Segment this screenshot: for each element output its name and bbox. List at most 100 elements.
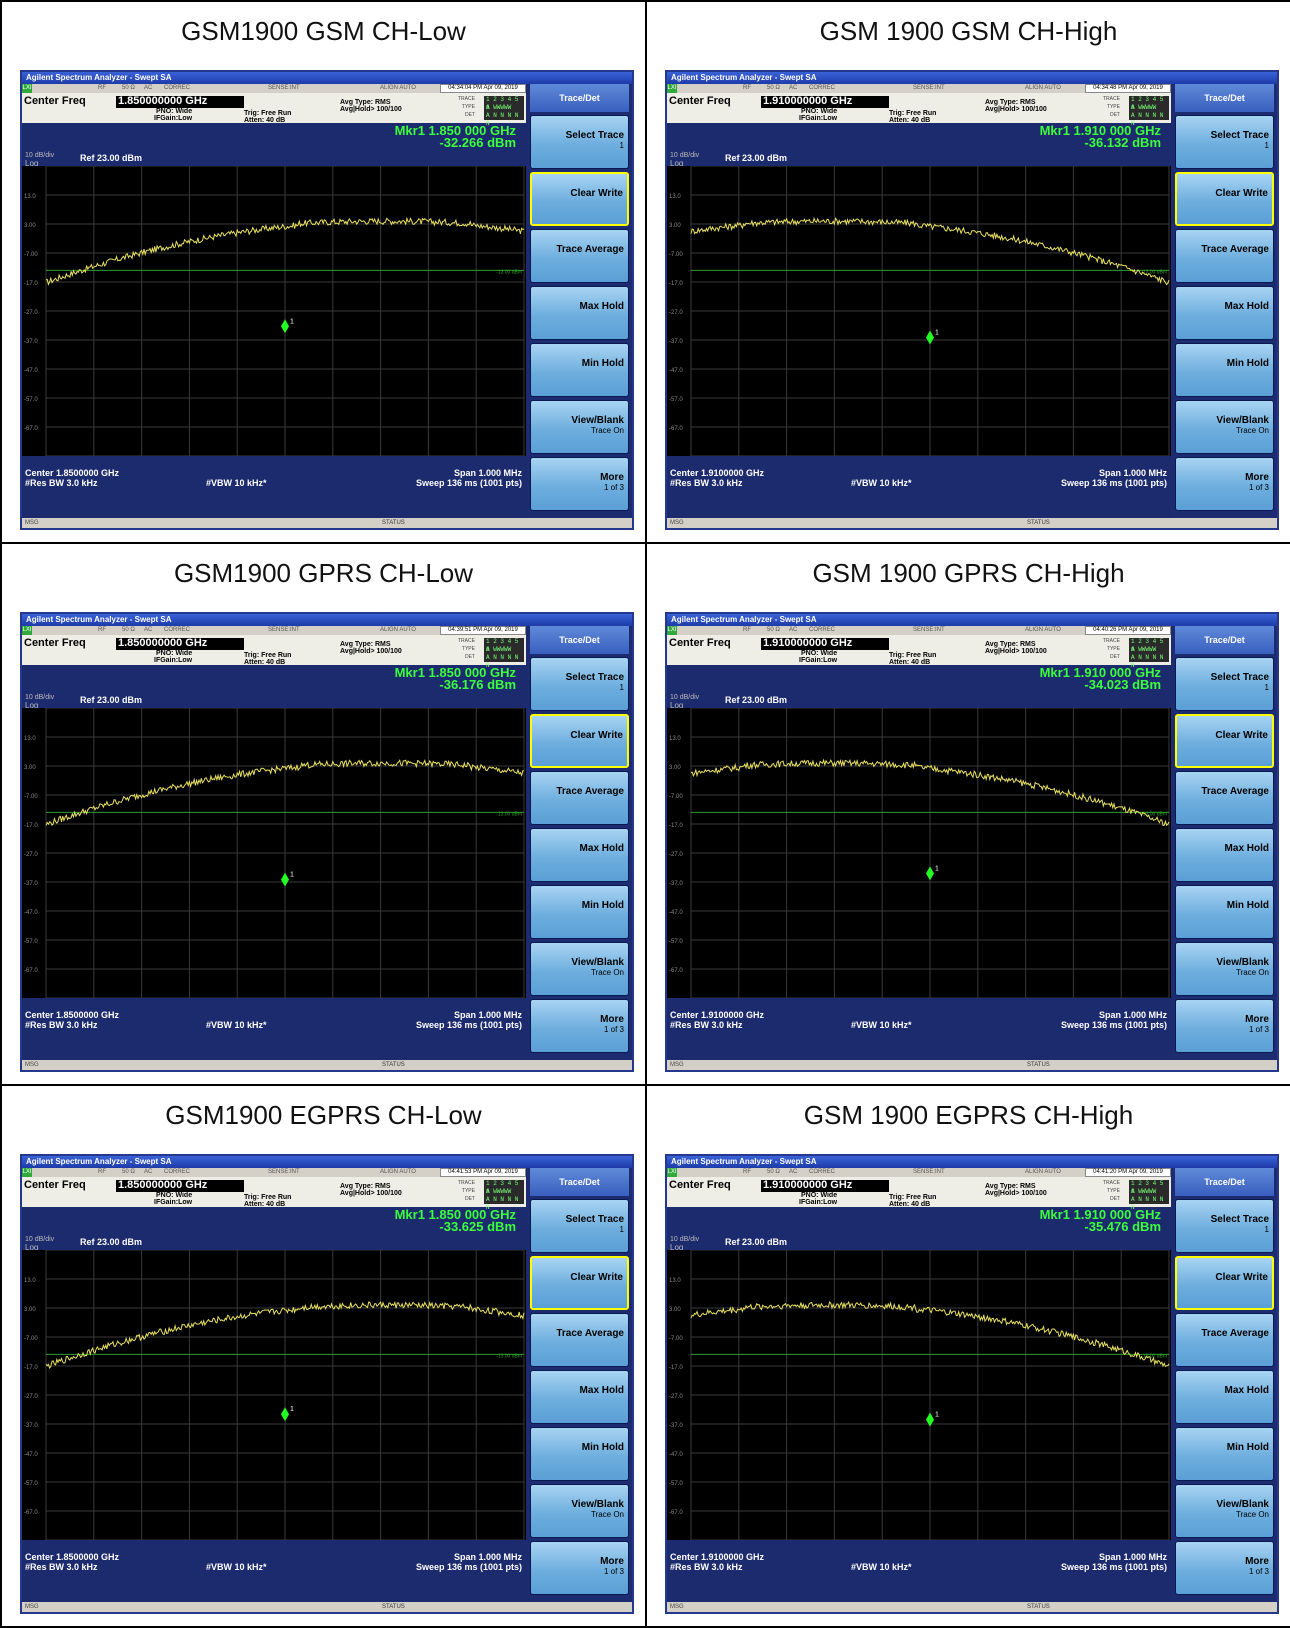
softkey-label: View/Blank xyxy=(1216,415,1269,426)
softkey-select-trace[interactable]: Select Trace 1 xyxy=(530,115,629,169)
marker-icon[interactable] xyxy=(926,866,934,881)
center-freq-value[interactable]: 1.850000000 GHz xyxy=(118,95,208,107)
softkey-trace-average[interactable]: Trace Average xyxy=(530,229,629,283)
softkey-clear-write[interactable]: Clear Write xyxy=(530,714,629,768)
softkey-max-hold[interactable]: Max Hold xyxy=(530,1370,629,1424)
softkey-trace-average[interactable]: Trace Average xyxy=(1175,771,1274,825)
vbw-label: #VBW 10 kHz* xyxy=(851,1020,912,1030)
spectrum-plot[interactable]: 13.0 3.00 -7.00 -17.0 -27.0 -37.0 -47.0 -57.0 -6… xyxy=(667,1250,1171,1540)
softkey-more[interactable]: More 1 of 3 xyxy=(530,999,629,1053)
status-label[interactable]: STATUS xyxy=(1027,1604,1050,1610)
marker-icon[interactable] xyxy=(926,330,934,345)
spectrum-plot[interactable]: 13.0 3.00 -7.00 -17.0 -27.0 -37.0 -47.0 -57.0 -6… xyxy=(22,1250,526,1540)
softkey-view-blank[interactable]: View/Blank Trace On xyxy=(530,942,629,996)
softkey-min-hold[interactable]: Min Hold xyxy=(530,343,629,397)
center-freq-value[interactable]: 1.910000000 GHz xyxy=(763,1179,853,1191)
marker-icon[interactable] xyxy=(926,1412,934,1427)
softkey-select-trace[interactable]: Select Trace 1 xyxy=(530,657,629,711)
softkey-view-blank[interactable]: View/Blank Trace On xyxy=(1175,400,1274,454)
vbw-label: #VBW 10 kHz* xyxy=(206,478,267,488)
softkey-more[interactable]: More 1 of 3 xyxy=(530,457,629,511)
status-label[interactable]: STATUS xyxy=(382,1604,405,1610)
softkey-clear-write[interactable]: Clear Write xyxy=(1175,714,1274,768)
softkey-clear-write[interactable]: Clear Write xyxy=(1175,1256,1274,1310)
spectrum-plot[interactable]: 13.0 3.00 -7.00 -17.0 -27.0 -37.0 -47.0 -57.0 -6… xyxy=(22,708,526,998)
spectrum-plot[interactable]: 13.0 3.00 -7.00 -17.0 -27.0 -37.0 -47.0 -57.0 -6… xyxy=(22,166,526,456)
center-freq-value[interactable]: 1.910000000 GHz xyxy=(763,637,853,649)
softkey-max-hold[interactable]: Max Hold xyxy=(1175,828,1274,882)
span-label: Span 1.000 MHz xyxy=(1098,1010,1167,1020)
y-tick-label: -7.00 xyxy=(24,794,38,800)
marker-icon[interactable] xyxy=(281,319,289,334)
status-label[interactable]: STATUS xyxy=(1027,520,1050,526)
status-label[interactable]: STATUS xyxy=(382,520,405,526)
marker-number: 1 xyxy=(290,872,294,879)
status-label[interactable]: STATUS xyxy=(382,1062,405,1068)
softkey-panel: Trace/Det Select Trace 1 Clear Write Trace … xyxy=(527,84,632,518)
spectrum-trace xyxy=(690,1300,1170,1368)
status-label[interactable]: STATUS xyxy=(1027,1062,1050,1068)
span-label: Span 1.000 MHz xyxy=(453,1010,522,1020)
softkey-sublabel: Trace On xyxy=(590,968,624,977)
center-freq-value[interactable]: 1.850000000 GHz xyxy=(118,1179,208,1191)
trace-indicator: 1 2 3 4 5 6 A WWWWW A N N N N N xyxy=(484,96,524,127)
trace-indicator-row: 1 2 3 4 5 6 xyxy=(486,638,519,653)
softkey-max-hold[interactable]: Max Hold xyxy=(1175,1370,1274,1424)
softkey-min-hold[interactable]: Min Hold xyxy=(1175,343,1274,397)
softkey-max-hold[interactable]: Max Hold xyxy=(530,828,629,882)
spectrum-plot[interactable]: 13.0 3.00 -7.00 -17.0 -27.0 -37.0 -47.0 -57.0 -6… xyxy=(667,708,1171,998)
softkey-trace-average[interactable]: Trace Average xyxy=(1175,1313,1274,1367)
marker-icon[interactable] xyxy=(281,872,289,887)
marker-number: 1 xyxy=(935,1412,939,1419)
softkey-view-blank[interactable]: View/Blank Trace On xyxy=(1175,942,1274,996)
marker-readout: Mkr1 1.850 000 GHz -33.625 dBm xyxy=(22,1156,526,1236)
softkey-label: Clear Write xyxy=(570,730,623,741)
softkey-clear-write[interactable]: Clear Write xyxy=(530,172,629,226)
center-freq-value[interactable]: 1.850000000 GHz xyxy=(118,637,208,649)
softkey-clear-write[interactable]: Clear Write xyxy=(530,1256,629,1310)
softkey-select-trace[interactable]: Select Trace 1 xyxy=(530,1199,629,1253)
vbw-label: #VBW 10 kHz* xyxy=(851,1562,912,1572)
panel-cell: GSM1900 GSM CH-Low Agilent Spectrum Anal… xyxy=(0,0,647,544)
softkey-view-blank[interactable]: View/Blank Trace On xyxy=(530,400,629,454)
center-freq-label: Center Freq xyxy=(24,95,86,107)
softkey-more[interactable]: More 1 of 3 xyxy=(1175,999,1274,1053)
softkey-select-trace[interactable]: Select Trace 1 xyxy=(1175,657,1274,711)
trace-indicator-row: 1 2 3 4 5 6 xyxy=(486,96,519,111)
trace-label: TRACE xyxy=(1103,1180,1120,1186)
type-label: TYPE xyxy=(461,1188,475,1194)
pno-ifgain: PNO: Wide IFGain:Low xyxy=(154,1192,192,1206)
softkey-min-hold[interactable]: Min Hold xyxy=(530,1427,629,1481)
softkey-more[interactable]: More 1 of 3 xyxy=(1175,1541,1274,1595)
softkey-label: Min Hold xyxy=(1226,900,1269,911)
panel-title: GSM 1900 EGPRS CH-High xyxy=(803,1100,1134,1130)
limit-line-label: -13.00 dBm xyxy=(496,269,522,275)
spectrum-plot[interactable]: 13.0 3.00 -7.00 -17.0 -27.0 -37.0 -47.0 -57.0 -6… xyxy=(667,166,1171,456)
softkey-min-hold[interactable]: Min Hold xyxy=(1175,1427,1274,1481)
trigger-atten: Trig: Free Run Atten: 40 dB xyxy=(889,1194,936,1208)
avg-type-label: Avg Type: RMS xyxy=(340,99,391,106)
softkey-trace-average[interactable]: Trace Average xyxy=(1175,229,1274,283)
softkey-trace-average[interactable]: Trace Average xyxy=(530,1313,629,1367)
trace-indicator: 1 2 3 4 5 6 A WWWWW A N N N N N xyxy=(1129,1180,1169,1211)
softkey-min-hold[interactable]: Min Hold xyxy=(1175,885,1274,939)
softkey-label: Select Trace xyxy=(565,1214,624,1225)
center-freq-value[interactable]: 1.910000000 GHz xyxy=(763,95,853,107)
softkey-min-hold[interactable]: Min Hold xyxy=(530,885,629,939)
marker-amplitude: -33.625 dBm xyxy=(439,1219,516,1234)
settings-header: Center Freq 1.850000000 GHz PNO: Wide IFG… xyxy=(22,1177,526,1211)
softkey-label: More xyxy=(600,1556,624,1567)
status-correc: CORREC xyxy=(164,85,191,91)
softkey-view-blank[interactable]: View/Blank Trace On xyxy=(530,1484,629,1538)
marker-icon[interactable] xyxy=(281,1407,289,1422)
softkey-more[interactable]: More 1 of 3 xyxy=(1175,457,1274,511)
softkey-max-hold[interactable]: Max Hold xyxy=(1175,286,1274,340)
softkey-trace-average[interactable]: Trace Average xyxy=(530,771,629,825)
softkey-select-trace[interactable]: Select Trace 1 xyxy=(1175,1199,1274,1253)
panel-cell: GSM 1900 GSM CH-High Agilent Spectrum An… xyxy=(645,0,1290,544)
softkey-more[interactable]: More 1 of 3 xyxy=(530,1541,629,1595)
softkey-select-trace[interactable]: Select Trace 1 xyxy=(1175,115,1274,169)
softkey-view-blank[interactable]: View/Blank Trace On xyxy=(1175,1484,1274,1538)
softkey-clear-write[interactable]: Clear Write xyxy=(1175,172,1274,226)
softkey-max-hold[interactable]: Max Hold xyxy=(530,286,629,340)
